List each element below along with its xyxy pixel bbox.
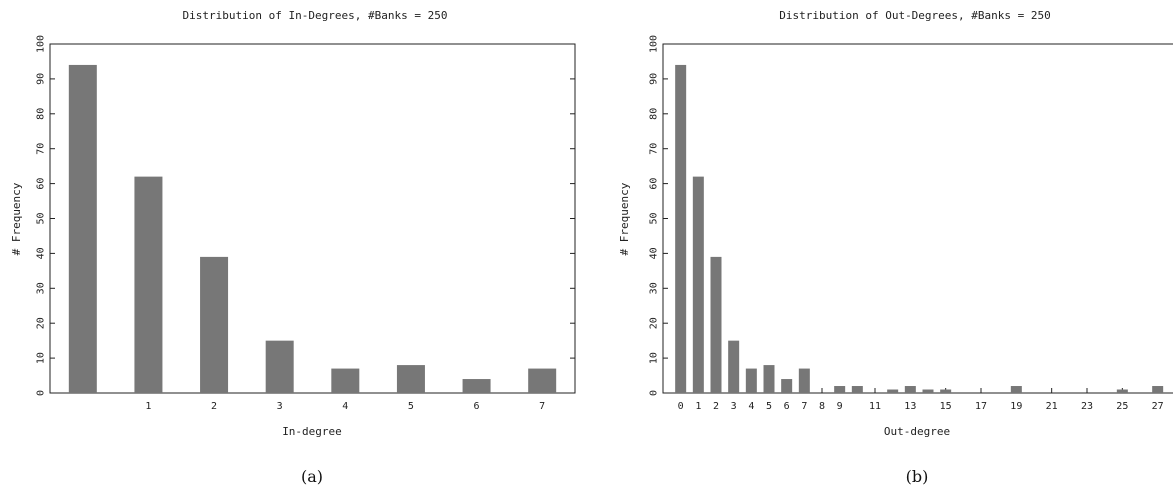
y-tick-label: 50 — [36, 212, 47, 224]
bar — [728, 340, 740, 393]
y-tick-label: 100 — [36, 35, 47, 53]
y-tick-label: 90 — [649, 73, 660, 85]
bar — [1010, 386, 1022, 393]
x-tick-label: 9 — [837, 401, 843, 412]
bar — [396, 365, 425, 393]
x-tick-label: 8 — [819, 401, 825, 412]
x-tick-label: 2 — [211, 401, 217, 412]
out-degree-chart: Distribution of Out-Degrees, #Banks = 25… — [618, 9, 1173, 486]
bar — [68, 64, 97, 393]
y-tick-label: 100 — [649, 35, 660, 53]
x-tick-label: 11 — [869, 401, 881, 412]
x-tick-label: 19 — [1010, 401, 1022, 412]
y-tick-label: 40 — [36, 247, 47, 259]
x-tick-label: 3 — [731, 401, 737, 412]
bar — [887, 389, 899, 393]
x-tick-label: 1 — [695, 401, 701, 412]
panel-caption: (a) — [301, 467, 323, 486]
x-tick-label: 3 — [277, 401, 283, 412]
bar — [710, 256, 722, 393]
bar — [940, 389, 952, 393]
y-axis-label: # Frequency — [10, 182, 23, 255]
x-tick-label: 6 — [474, 401, 480, 412]
x-tick-label: 17 — [975, 401, 987, 412]
x-axis-label: In-degree — [282, 425, 342, 438]
bar — [265, 340, 294, 393]
x-tick-label: 21 — [1046, 401, 1058, 412]
bar — [763, 365, 775, 393]
y-tick-label: 0 — [36, 390, 47, 396]
y-tick-label: 10 — [36, 352, 47, 364]
bar — [675, 64, 687, 393]
bar — [922, 389, 934, 393]
bar — [798, 368, 810, 393]
bar — [834, 386, 846, 393]
x-tick-label: 4 — [342, 401, 348, 412]
bar — [1116, 389, 1128, 393]
bar — [692, 176, 704, 393]
x-tick-label: 4 — [748, 401, 754, 412]
y-axis: 0 10 20 30 40 50 60 70 80 90 100 — [649, 35, 668, 396]
bar — [134, 176, 163, 393]
bars — [675, 64, 1164, 393]
in-degree-chart: Distribution of In-Degrees, #Banks = 250… — [10, 9, 576, 486]
y-tick-label: 60 — [649, 178, 660, 190]
bars — [68, 64, 557, 393]
bar — [528, 368, 557, 393]
x-tick-label: 13 — [904, 401, 916, 412]
y-axis: 0 10 20 30 40 50 60 70 80 90 100 — [36, 35, 575, 396]
chart-title: Distribution of Out-Degrees, #Banks = 25… — [779, 9, 1051, 22]
plot-frame — [662, 43, 1173, 394]
y-tick-label: 0 — [649, 390, 660, 396]
x-tick-label: 5 — [766, 401, 772, 412]
x-tick-label: 2 — [713, 401, 719, 412]
y-tick-label: 40 — [649, 247, 660, 259]
x-tick-label: 5 — [408, 401, 414, 412]
y-tick-label: 70 — [649, 143, 660, 155]
bar — [200, 256, 229, 393]
x-tick-label: 23 — [1081, 401, 1093, 412]
x-tick-label: 0 — [678, 401, 684, 412]
bar — [1152, 386, 1164, 393]
y-tick-label: 20 — [649, 317, 660, 329]
x-tick-label: 6 — [784, 401, 790, 412]
y-tick-label: 80 — [36, 108, 47, 120]
bar — [851, 386, 863, 393]
y-tick-label: 30 — [649, 282, 660, 294]
bar — [745, 368, 757, 393]
x-tick-label: 25 — [1116, 401, 1128, 412]
y-tick-label: 60 — [36, 178, 47, 190]
y-tick-label: 10 — [649, 352, 660, 364]
y-tick-label: 50 — [649, 212, 660, 224]
bar — [462, 379, 491, 393]
x-axis: 0 1 2 3 4 5 6 7 8 9 11 13 15 17 19 21 23 25 27 — [678, 388, 1164, 412]
x-tick-label: 1 — [145, 401, 151, 412]
y-tick-label: 20 — [36, 317, 47, 329]
plot-frame — [49, 43, 576, 394]
x-tick-label: 15 — [940, 401, 952, 412]
bar — [781, 379, 793, 393]
bar — [904, 386, 916, 393]
y-tick-label: 30 — [36, 282, 47, 294]
x-tick-label: 7 — [539, 401, 545, 412]
y-tick-label: 70 — [36, 143, 47, 155]
x-axis-label: Out-degree — [884, 425, 950, 438]
y-tick-label: 90 — [36, 73, 47, 85]
x-tick-label: 7 — [801, 401, 807, 412]
y-tick-label: 80 — [649, 108, 660, 120]
bar — [331, 368, 360, 393]
y-axis-label: # Frequency — [618, 182, 631, 255]
chart-title: Distribution of In-Degrees, #Banks = 250 — [183, 9, 448, 22]
x-tick-label: 27 — [1152, 401, 1164, 412]
panel-caption: (b) — [906, 467, 929, 486]
